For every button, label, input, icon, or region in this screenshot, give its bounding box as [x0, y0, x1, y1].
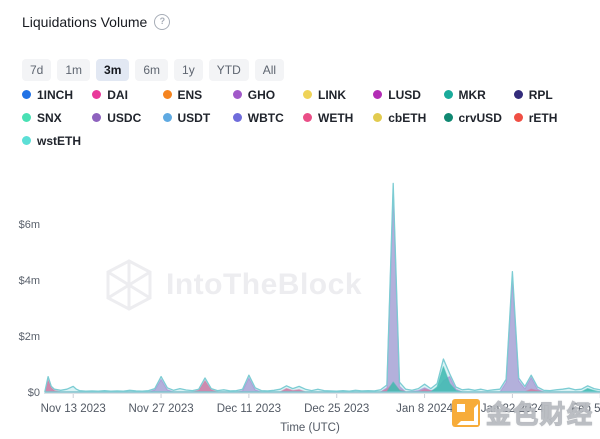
- legend-dot-icon: [22, 90, 31, 99]
- legend-item-usdt[interactable]: USDT: [162, 110, 233, 125]
- legend-dot-icon: [443, 113, 453, 122]
- range-button-7d[interactable]: 7d: [22, 59, 52, 81]
- series-area-wsteth: [44, 182, 600, 393]
- legend-label: ENS: [177, 87, 203, 102]
- legend-dot-icon: [92, 90, 102, 99]
- legend-label: crvUSD: [458, 110, 502, 125]
- legend-label: MKR: [458, 87, 486, 102]
- legend-label: USDC: [107, 110, 142, 125]
- y-tick-label: $6m: [19, 219, 40, 231]
- legend-item-crvusd[interactable]: crvUSD: [443, 110, 514, 125]
- legend: 1INCH DAI ENS GHO LINK LUSD MKR RPL SNX USDC USDT W…: [22, 87, 584, 148]
- legend-item-dai[interactable]: DAI: [92, 87, 162, 102]
- range-button-6m[interactable]: 6m: [135, 59, 169, 81]
- legend-label: 1INCH: [37, 87, 74, 102]
- legend-dot-icon: [303, 90, 312, 99]
- y-tick-label: $4m: [19, 275, 40, 287]
- range-button-ytd[interactable]: YTD: [208, 59, 249, 81]
- legend-label: DAI: [107, 87, 128, 102]
- x-tick-label: Jan 22 2024: [481, 403, 545, 415]
- legend-dot-icon: [513, 90, 523, 99]
- y-tick-label: $2m: [19, 331, 40, 343]
- page-title: Liquidations Volume: [22, 14, 148, 30]
- range-button-all[interactable]: All: [254, 59, 285, 81]
- legend-item-gho[interactable]: GHO: [232, 87, 303, 102]
- legend-label: cbETH: [388, 110, 427, 125]
- legend-item-usdc[interactable]: USDC: [92, 110, 162, 125]
- legend-label: RPL: [528, 87, 553, 102]
- range-button-1m[interactable]: 1m: [57, 59, 91, 81]
- legend-dot-icon: [232, 90, 242, 99]
- legend-dot-icon: [373, 113, 383, 122]
- x-tick-label: Feb 5 2024: [571, 403, 600, 415]
- legend-dot-icon: [22, 113, 31, 122]
- x-tick-label: Nov 13 2023: [41, 403, 106, 415]
- legend-item-wbtc[interactable]: WBTC: [232, 110, 303, 125]
- x-tick-label: Dec 11 2023: [217, 403, 281, 415]
- legend-label: LUSD: [388, 87, 421, 102]
- legend-label: wstETH: [37, 133, 82, 148]
- legend-label: GHO: [247, 87, 276, 102]
- series-area-mkr: [44, 366, 600, 393]
- range-button-1y[interactable]: 1y: [174, 59, 203, 81]
- legend-label: SNX: [37, 110, 62, 125]
- legend-dot-icon: [92, 113, 102, 122]
- x-axis-title: Time (UTC): [280, 422, 340, 434]
- legend-label: WBTC: [247, 110, 284, 125]
- legend-label: WETH: [318, 110, 354, 125]
- y-tick-label: $0: [28, 387, 40, 399]
- legend-label: LINK: [318, 87, 346, 102]
- legend-item-wsteth[interactable]: wstETH: [22, 133, 92, 148]
- legend-dot-icon: [443, 90, 453, 99]
- legend-item-lusd[interactable]: LUSD: [373, 87, 443, 102]
- legend-item-weth[interactable]: WETH: [303, 110, 373, 125]
- legend-item-snx[interactable]: SNX: [22, 110, 92, 125]
- legend-item-link[interactable]: LINK: [303, 87, 373, 102]
- legend-dot-icon: [162, 90, 172, 99]
- legend-dot-icon: [232, 113, 242, 122]
- legend-item-cbeth[interactable]: cbETH: [373, 110, 443, 125]
- legend-item-ens[interactable]: ENS: [162, 87, 233, 102]
- legend-dot-icon: [303, 113, 312, 122]
- legend-item-rpl[interactable]: RPL: [513, 87, 584, 102]
- legend-label: USDT: [177, 110, 211, 125]
- range-button-3m[interactable]: 3m: [96, 59, 130, 81]
- legend-item-1inch[interactable]: 1INCH: [22, 87, 92, 102]
- liquidations-area-chart[interactable]: $0 $2m $4m $6m Nov 13 2023 Nov 27 2023 Dec 11 …: [0, 160, 600, 439]
- x-tick-label: Jan 8 2024: [396, 403, 454, 415]
- legend-dot-icon: [162, 113, 172, 122]
- chart-header: Liquidations Volume ?: [22, 14, 171, 30]
- x-tick-label: Dec 25 2023: [304, 403, 369, 415]
- legend-label: rETH: [528, 110, 558, 125]
- legend-dot-icon: [513, 113, 523, 122]
- legend-dot-icon: [22, 136, 31, 145]
- time-range-selector: 7d 1m 3m 6m 1y YTD All: [22, 59, 285, 81]
- legend-dot-icon: [373, 90, 383, 99]
- x-tick-label: Nov 27 2023: [128, 403, 193, 415]
- legend-item-mkr[interactable]: MKR: [443, 87, 514, 102]
- legend-item-reth[interactable]: rETH: [513, 110, 584, 125]
- help-icon[interactable]: ?: [154, 14, 171, 30]
